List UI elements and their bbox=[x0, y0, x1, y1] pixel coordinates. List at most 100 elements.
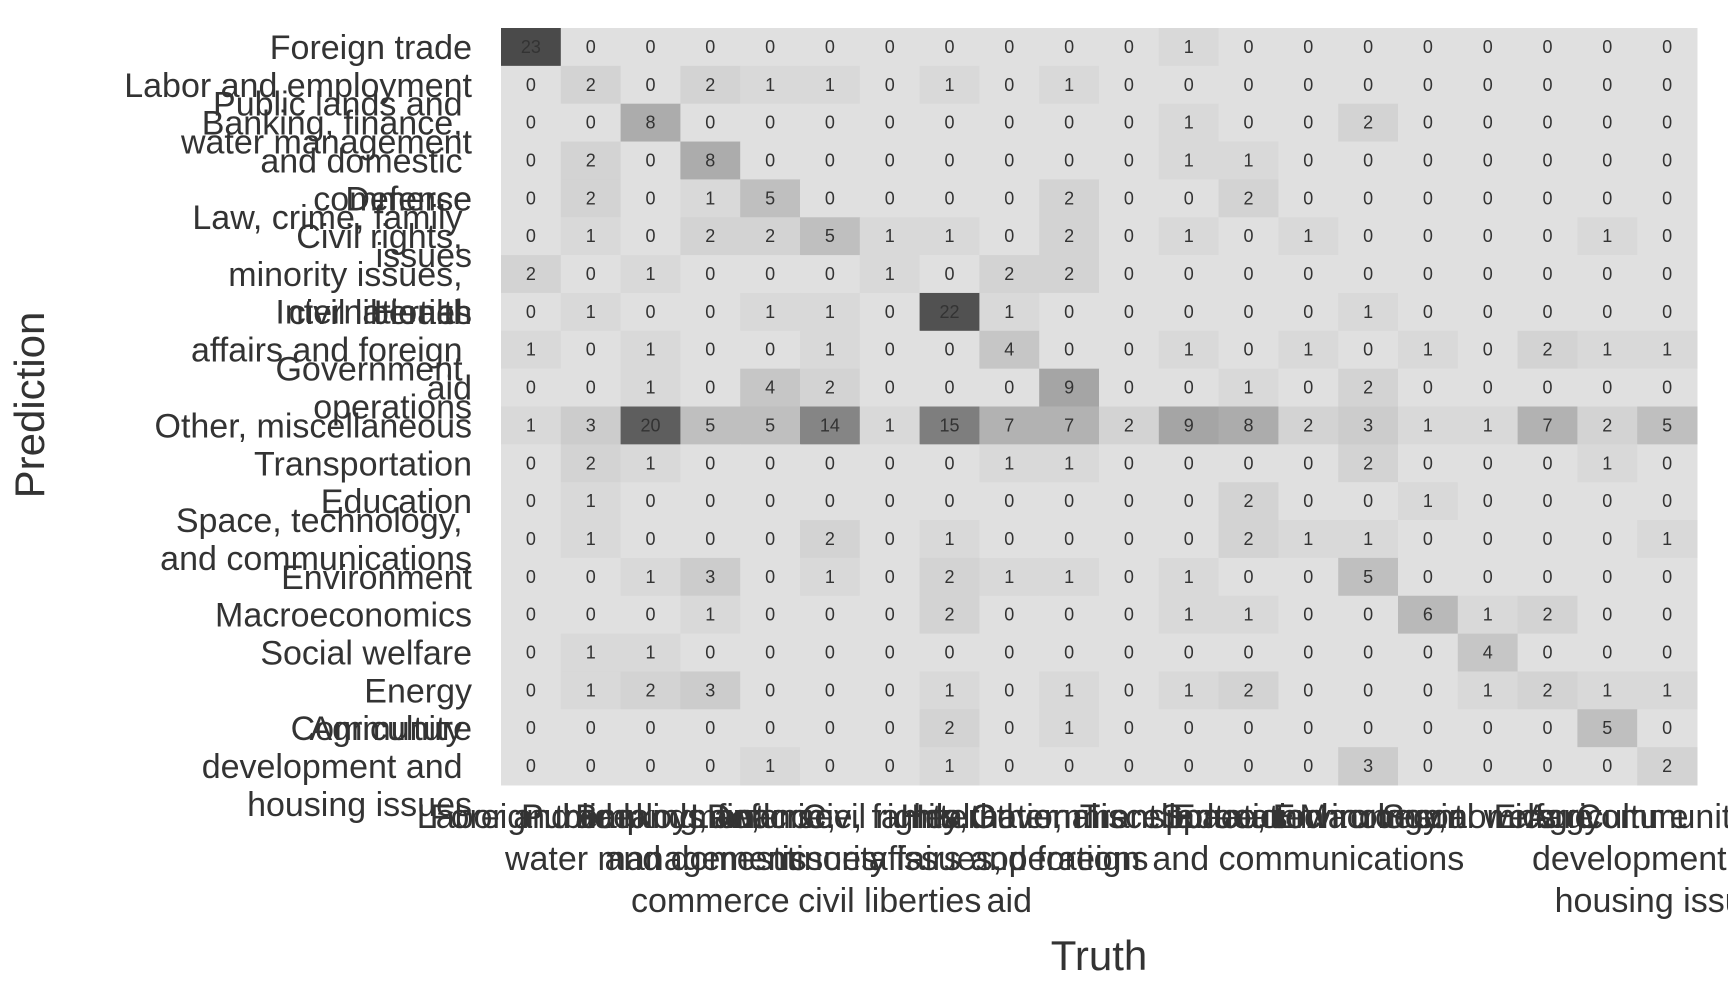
x-tick-label: Health bbox=[900, 798, 998, 836]
cell bbox=[1158, 671, 1220, 710]
cell-label: 0 bbox=[1184, 188, 1194, 208]
cell bbox=[1517, 671, 1578, 710]
cell-label: 0 bbox=[1662, 718, 1672, 738]
cell-label: 0 bbox=[1483, 302, 1493, 322]
cell bbox=[1398, 179, 1459, 218]
cell bbox=[1278, 747, 1339, 786]
cell bbox=[1278, 28, 1339, 67]
cell-label: 0 bbox=[1303, 188, 1313, 208]
cell bbox=[1278, 671, 1339, 710]
cell-label: 0 bbox=[1602, 491, 1612, 511]
cell bbox=[1517, 520, 1578, 559]
cell bbox=[1398, 255, 1459, 294]
cell bbox=[1039, 368, 1100, 407]
cell-label: 1 bbox=[944, 756, 954, 776]
cell bbox=[1218, 255, 1279, 294]
cell-label: 0 bbox=[1662, 302, 1672, 322]
cell-label: 14 bbox=[820, 415, 840, 435]
cell bbox=[501, 633, 562, 672]
y-tick-label: Banking, finance, and domestic commerce bbox=[202, 104, 472, 218]
cell-label: 0 bbox=[1483, 718, 1493, 738]
cell bbox=[1039, 217, 1100, 256]
cell-label: 0 bbox=[1184, 718, 1194, 738]
cell-label: 2 bbox=[765, 226, 775, 246]
cell-label: 0 bbox=[1004, 756, 1014, 776]
cell bbox=[979, 255, 1040, 294]
cell bbox=[1158, 482, 1220, 521]
cell bbox=[620, 520, 681, 559]
cell-label: 0 bbox=[526, 113, 536, 133]
y-tick-label: Public lands and water management bbox=[180, 86, 473, 162]
cell bbox=[1577, 595, 1638, 635]
cell bbox=[1577, 103, 1638, 143]
cell-label: 0 bbox=[1303, 680, 1313, 700]
cell bbox=[919, 671, 980, 710]
cell-label: 0 bbox=[705, 37, 715, 57]
cell bbox=[1457, 520, 1519, 559]
cell-label: 1 bbox=[1184, 226, 1194, 246]
cell bbox=[1457, 217, 1519, 256]
cell-label: 0 bbox=[1662, 378, 1672, 398]
cell-label: 1 bbox=[645, 453, 655, 473]
cell bbox=[1517, 292, 1578, 332]
cell-label: 0 bbox=[1243, 37, 1253, 57]
cell-label: 0 bbox=[1303, 491, 1313, 511]
cell-label: 0 bbox=[1303, 113, 1313, 133]
cell bbox=[1517, 633, 1578, 672]
cell-label: 3 bbox=[705, 680, 715, 700]
cell-label: 0 bbox=[1423, 643, 1433, 663]
cell bbox=[1039, 671, 1100, 710]
cell bbox=[1577, 633, 1638, 672]
cell bbox=[1637, 368, 1698, 407]
cell bbox=[1278, 179, 1339, 218]
cell-label: 0 bbox=[1542, 378, 1552, 398]
cell-label: 1 bbox=[825, 75, 835, 95]
cell bbox=[1517, 255, 1578, 294]
x-tick-label: Defense bbox=[707, 798, 834, 836]
cell bbox=[1039, 444, 1100, 483]
cell-label: 0 bbox=[1542, 264, 1552, 284]
cell-label: 2 bbox=[1662, 756, 1672, 776]
cell-label: 0 bbox=[1303, 453, 1313, 473]
cell bbox=[680, 103, 741, 143]
cell bbox=[620, 444, 681, 483]
cell bbox=[620, 179, 681, 218]
cell bbox=[1577, 747, 1638, 786]
y-tick-label: Community development and housing issues bbox=[202, 710, 472, 824]
cell-label: 0 bbox=[1184, 75, 1194, 95]
cell-label: 1 bbox=[765, 75, 775, 95]
cell-label: 0 bbox=[1243, 264, 1253, 284]
cell bbox=[560, 330, 622, 370]
cell bbox=[680, 255, 741, 294]
cell-label: 0 bbox=[944, 188, 954, 208]
cell-label: 0 bbox=[1303, 264, 1313, 284]
cell bbox=[501, 179, 562, 218]
cell bbox=[620, 28, 681, 67]
cell-label: 0 bbox=[885, 605, 895, 625]
cell bbox=[560, 482, 622, 521]
y-axis-title: Prediction bbox=[6, 312, 53, 499]
cell bbox=[800, 444, 861, 483]
cell-label: 0 bbox=[765, 113, 775, 133]
cell-label: 0 bbox=[1184, 378, 1194, 398]
cell-label: 1 bbox=[765, 302, 775, 322]
cell bbox=[740, 65, 801, 105]
cell-label: 0 bbox=[1004, 491, 1014, 511]
cell-label: 0 bbox=[1124, 680, 1134, 700]
cell-label: 0 bbox=[885, 756, 895, 776]
cell bbox=[979, 633, 1040, 672]
cell bbox=[859, 520, 921, 559]
cell bbox=[560, 65, 622, 105]
cell-label: 2 bbox=[1542, 680, 1552, 700]
cell-label: 0 bbox=[1423, 75, 1433, 95]
cell-label: 4 bbox=[765, 378, 775, 398]
cell-label: 0 bbox=[825, 680, 835, 700]
cell bbox=[1338, 406, 1399, 445]
cell-label: 0 bbox=[1124, 188, 1134, 208]
cell bbox=[1278, 217, 1339, 256]
cell-label: 3 bbox=[586, 415, 596, 435]
cell bbox=[1278, 709, 1339, 748]
cell bbox=[501, 406, 562, 445]
cell-label: 0 bbox=[1602, 150, 1612, 170]
cell-label: 0 bbox=[944, 340, 954, 360]
